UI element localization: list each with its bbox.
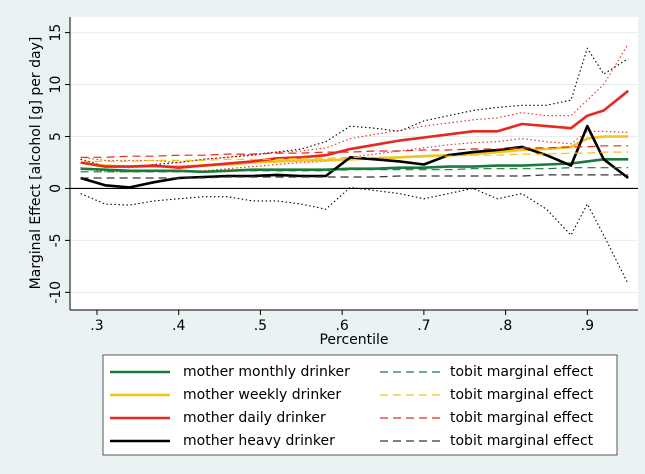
y-tick-label: 5 [48, 132, 64, 141]
y-tick-label: -10 [48, 281, 64, 304]
legend-label: mother monthly drinker [183, 364, 350, 380]
y-tick-label: -5 [48, 233, 64, 247]
series-line [80, 43, 629, 164]
series-line [80, 186, 629, 285]
x-tick-label: .4 [172, 318, 185, 334]
legend-label: tobit marginal effect [450, 364, 594, 380]
series-line [80, 124, 629, 189]
series-line [80, 145, 629, 158]
legend-label: mother weekly drinker [183, 387, 341, 403]
legend-label: tobit marginal effect [450, 387, 594, 403]
series-line [80, 130, 629, 173]
legend-label: mother daily drinker [183, 410, 326, 426]
legend-label: mother heavy drinker [183, 433, 335, 449]
legend-label: tobit marginal effect [450, 410, 594, 426]
legend [102, 354, 618, 456]
y-axis-title: Marginal Effect [alcohol [g] per day] [28, 37, 44, 290]
x-tick-label: .8 [499, 318, 512, 334]
y-tick-label: 15 [48, 24, 64, 42]
series-line [80, 158, 629, 174]
series-line [80, 174, 629, 179]
x-tick-label: .6 [335, 318, 348, 334]
y-tick-label: 0 [48, 184, 64, 193]
legend-label: tobit marginal effect [450, 433, 594, 449]
y-tick-label: 10 [48, 76, 64, 94]
x-axis-title: Percentile [319, 332, 388, 348]
series-line [80, 167, 629, 173]
x-tick-label: .7 [417, 318, 430, 334]
series-line [80, 151, 629, 162]
x-tick-label: .9 [581, 318, 594, 334]
x-tick-label: .5 [254, 318, 267, 334]
x-tick-label: .3 [90, 318, 103, 334]
series-line [80, 47, 629, 169]
series-line [80, 89, 630, 169]
